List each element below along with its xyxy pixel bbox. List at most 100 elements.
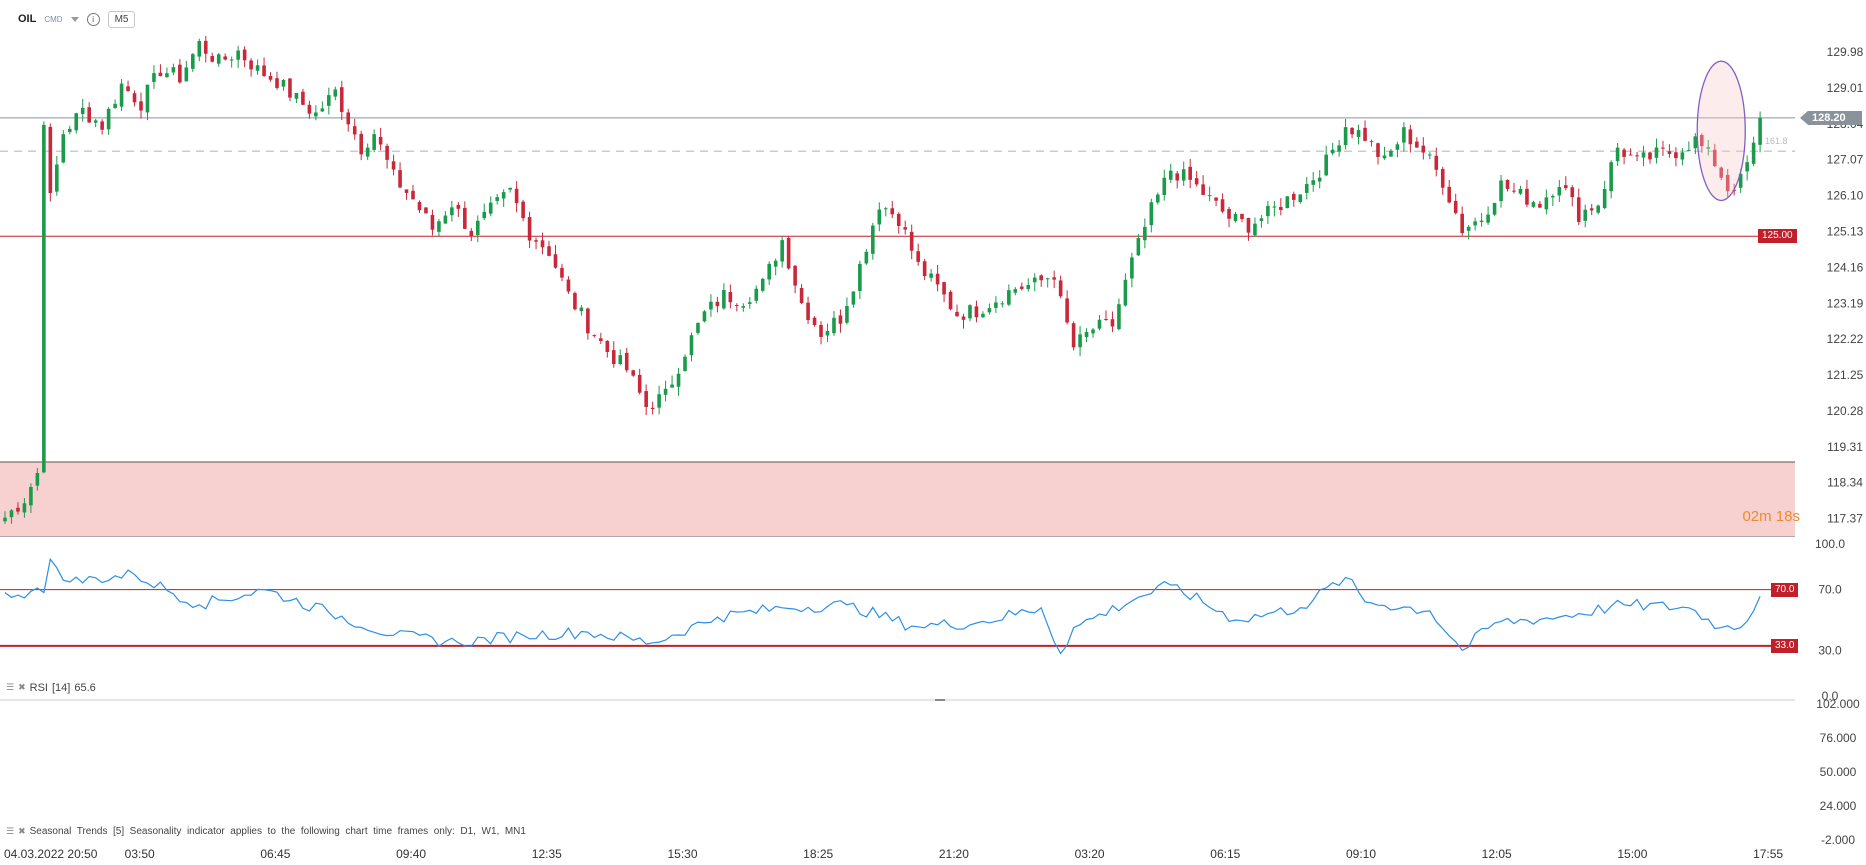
candle[interactable]: [1285, 196, 1290, 209]
candle[interactable]: [61, 134, 66, 163]
candle[interactable]: [599, 338, 603, 341]
candle[interactable]: [1058, 280, 1063, 297]
candle[interactable]: [1130, 257, 1134, 279]
candle[interactable]: [676, 373, 681, 387]
candle[interactable]: [1434, 155, 1439, 170]
candle[interactable]: [1492, 202, 1497, 215]
candle[interactable]: [197, 41, 202, 57]
close-icon[interactable]: ✖: [18, 683, 26, 693]
candle[interactable]: [1557, 187, 1562, 196]
candle[interactable]: [1687, 149, 1691, 151]
candle[interactable]: [1661, 147, 1665, 149]
candle[interactable]: [1602, 188, 1607, 209]
candle[interactable]: [1136, 238, 1141, 256]
candle[interactable]: [877, 209, 882, 225]
candle[interactable]: [1544, 197, 1549, 210]
candle[interactable]: [469, 230, 474, 237]
candle[interactable]: [851, 291, 856, 305]
candle[interactable]: [48, 126, 53, 193]
candle[interactable]: [365, 147, 370, 157]
candle[interactable]: [1486, 214, 1490, 223]
candle[interactable]: [508, 187, 512, 190]
candle[interactable]: [158, 72, 163, 77]
candle[interactable]: [1622, 149, 1626, 157]
candle[interactable]: [100, 121, 104, 130]
candle[interactable]: [236, 50, 240, 60]
candle[interactable]: [722, 289, 726, 309]
candle[interactable]: [909, 231, 914, 251]
candle[interactable]: [152, 73, 156, 82]
candle[interactable]: [1738, 173, 1743, 188]
candle[interactable]: [501, 192, 506, 199]
candle[interactable]: [352, 126, 357, 135]
candle[interactable]: [404, 189, 409, 193]
candle[interactable]: [942, 282, 946, 295]
candle[interactable]: [223, 56, 227, 60]
candle[interactable]: [1648, 152, 1652, 160]
candle[interactable]: [1428, 154, 1432, 156]
candle[interactable]: [644, 391, 648, 408]
candle[interactable]: [1570, 187, 1575, 198]
candle[interactable]: [1440, 169, 1445, 188]
candle[interactable]: [1531, 202, 1536, 207]
candle[interactable]: [1667, 151, 1672, 154]
candle[interactable]: [139, 101, 143, 111]
candle[interactable]: [22, 503, 27, 513]
candle[interactable]: [637, 374, 642, 393]
candle[interactable]: [29, 486, 33, 506]
candle[interactable]: [1466, 226, 1471, 231]
candle[interactable]: [1447, 186, 1452, 203]
candle[interactable]: [883, 208, 888, 210]
candle[interactable]: [132, 93, 137, 103]
candle[interactable]: [961, 316, 966, 320]
candle[interactable]: [249, 60, 253, 70]
candle[interactable]: [488, 202, 493, 214]
candle[interactable]: [1266, 205, 1270, 217]
candle[interactable]: [1512, 190, 1516, 192]
candle[interactable]: [1279, 206, 1283, 210]
candle[interactable]: [534, 240, 538, 242]
candle[interactable]: [1700, 135, 1704, 147]
candle[interactable]: [657, 394, 661, 408]
candle[interactable]: [981, 313, 985, 318]
candle[interactable]: [1369, 141, 1374, 143]
candle[interactable]: [1117, 304, 1121, 330]
candle[interactable]: [754, 288, 759, 301]
candle[interactable]: [42, 124, 46, 473]
candle[interactable]: [67, 128, 72, 133]
candle[interactable]: [1227, 209, 1231, 219]
candle[interactable]: [443, 215, 448, 224]
candle[interactable]: [812, 317, 817, 326]
candle[interactable]: [663, 388, 668, 395]
candle[interactable]: [553, 254, 558, 268]
candle[interactable]: [1188, 166, 1192, 180]
candle[interactable]: [184, 67, 189, 82]
candle[interactable]: [1609, 162, 1613, 192]
candle[interactable]: [1246, 217, 1251, 233]
candle[interactable]: [1259, 218, 1264, 222]
candle[interactable]: [1291, 193, 1296, 200]
candle[interactable]: [1110, 319, 1115, 327]
candle[interactable]: [527, 216, 532, 241]
candle[interactable]: [916, 251, 920, 262]
candle[interactable]: [1576, 197, 1581, 222]
candle[interactable]: [463, 207, 467, 229]
candle[interactable]: [864, 251, 869, 264]
candle[interactable]: [437, 221, 441, 232]
candle[interactable]: [1389, 150, 1393, 157]
candle[interactable]: [1201, 184, 1205, 195]
candle[interactable]: [1272, 206, 1277, 208]
candle[interactable]: [1233, 213, 1238, 222]
candle[interactable]: [689, 335, 694, 356]
candle[interactable]: [793, 265, 797, 286]
candle[interactable]: [430, 214, 435, 230]
candle[interactable]: [1538, 203, 1542, 208]
candle[interactable]: [1635, 155, 1639, 157]
candle[interactable]: [314, 112, 318, 117]
candle[interactable]: [1758, 117, 1762, 145]
candle[interactable]: [216, 54, 221, 64]
candle[interactable]: [1505, 179, 1510, 189]
candle[interactable]: [1641, 152, 1646, 158]
candle[interactable]: [611, 350, 616, 365]
pane-resize-handle[interactable]: [935, 699, 945, 701]
